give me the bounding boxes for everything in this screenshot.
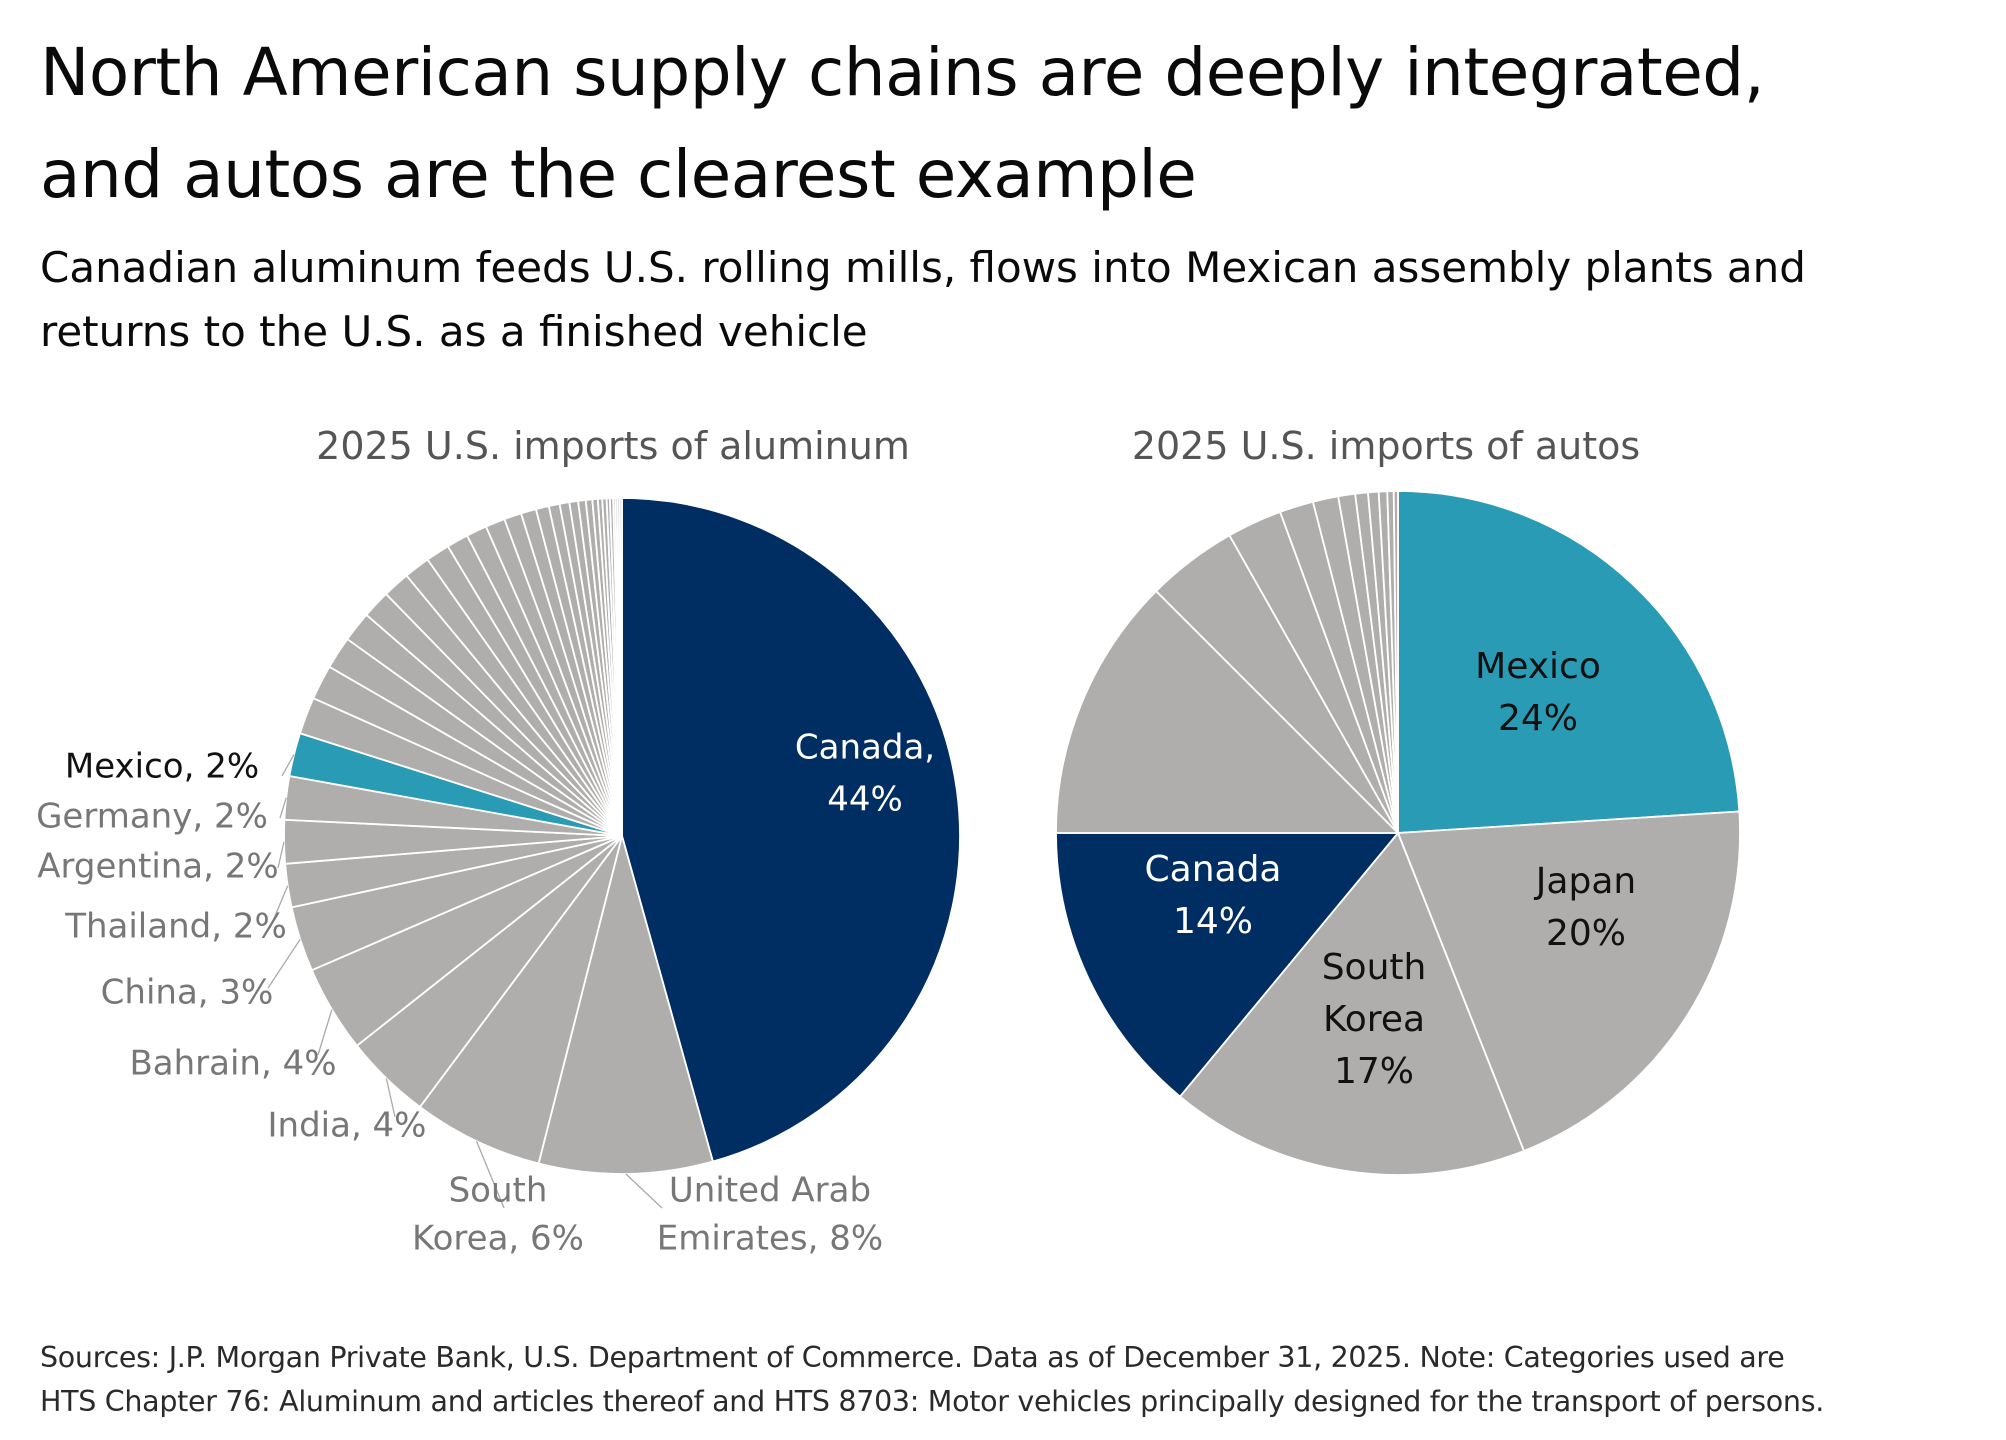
- autos-label-japan-line-1: Japan: [1534, 861, 1636, 902]
- autos-label-south-korea-line-2: Korea: [1323, 999, 1425, 1040]
- aluminum-slice-canada: [621, 497, 961, 1163]
- autos-label-mexico-line-1: Mexico: [1475, 646, 1601, 687]
- aluminum-label-united-arab-emirates-leader: [625, 1173, 663, 1209]
- subtitle-line-2: returns to the U.S. as a finished vehicl…: [40, 307, 868, 356]
- autos-slice-japan: [1397, 810, 1741, 1152]
- autos-pie: Mexico 24% Japan 20% South Korea 17% Canada 14%: [1055, 490, 1741, 1176]
- aluminum-label-china-line-1: China, 3%: [101, 973, 274, 1013]
- source-note: Sources: J.P. Morgan Private Bank, U.S. …: [40, 1336, 1990, 1424]
- autos-label-japan-line-2: 20%: [1546, 913, 1626, 954]
- aluminum-label-mexico-leader: [281, 754, 295, 777]
- source-note-line-2: HTS Chapter 76: Aluminum and articles th…: [40, 1385, 1824, 1418]
- autos-slice-other-11: [1392, 490, 1399, 834]
- aluminum-label-argentina-line-1: Argentina, 2%: [37, 847, 278, 887]
- aluminum-label-south-korea-line-1: South: [449, 1171, 548, 1211]
- aluminum-label-thailand-leader: [269, 885, 289, 929]
- autos-slice-mexico: [1397, 490, 1741, 834]
- autos-slice-other-1: [1055, 590, 1399, 834]
- aluminum-pie: Canada, 44% United Arab Emirates, 8% South Ko…: [36, 497, 961, 1259]
- aluminum-label-india-line-1: India, 4%: [268, 1106, 427, 1146]
- aluminum-label-canada-line-1: Canada,: [795, 728, 935, 768]
- page-title: North American supply chains are deeply …: [40, 22, 1980, 226]
- aluminum-label-united-arab-emirates-line-1: United Arab: [669, 1171, 871, 1211]
- aluminum-label-argentina-leader: [277, 841, 285, 869]
- source-note-line-1: Sources: J.P. Morgan Private Bank, U.S. …: [40, 1341, 1785, 1374]
- page-subtitle: Canadian aluminum feeds U.S. rolling mil…: [40, 236, 1980, 364]
- autos-slice-canada: [1055, 832, 1399, 1098]
- aluminum-chart-title: 2025 U.S. imports of aluminum: [316, 424, 910, 468]
- aluminum-label-united-arab-emirates-line-2: Emirates, 8%: [657, 1219, 883, 1259]
- autos-label-canada-line-1: Canada: [1145, 849, 1282, 890]
- aluminum-slice-south-korea: [419, 835, 623, 1165]
- aluminum-label-south-korea-line-2: Korea, 6%: [412, 1219, 584, 1259]
- aluminum-label-india-leader: [385, 1078, 396, 1118]
- aluminum-label-china-leader: [267, 938, 301, 989]
- autos-label-south-korea-line-3: 17%: [1334, 1051, 1414, 1092]
- aluminum-label-bahrain-line-1: Bahrain, 4%: [129, 1044, 336, 1084]
- aluminum-slice-other-28: [618, 497, 623, 837]
- aluminum-label-thailand-line-1: Thailand, 2%: [64, 907, 287, 947]
- autos-chart-title: 2025 U.S. imports of autos: [1132, 424, 1640, 468]
- title-line-1: North American supply chains are deeply …: [40, 34, 1765, 111]
- autos-label-canada-line-2: 14%: [1173, 901, 1253, 942]
- autos-label-south-korea-line-1: South: [1322, 947, 1427, 988]
- aluminum-label-germany-leader: [279, 797, 287, 819]
- aluminum-label-canada-line-2: 44%: [827, 780, 903, 820]
- autos-slice-south-korea: [1179, 832, 1525, 1176]
- aluminum-label-germany-line-1: Germany, 2%: [36, 797, 268, 837]
- aluminum-label-mexico-line-1: Mexico, 2%: [65, 747, 259, 787]
- autos-label-mexico-line-2: 24%: [1498, 698, 1578, 739]
- title-line-2: and autos are the clearest example: [40, 136, 1197, 213]
- aluminum-slice-united-arab-emirates: [537, 835, 714, 1175]
- aluminum-label-bahrain-leader: [317, 1009, 333, 1056]
- aluminum-label-south-korea-leader: [475, 1140, 505, 1209]
- subtitle-line-1: Canadian aluminum feeds U.S. rolling mil…: [40, 243, 1806, 292]
